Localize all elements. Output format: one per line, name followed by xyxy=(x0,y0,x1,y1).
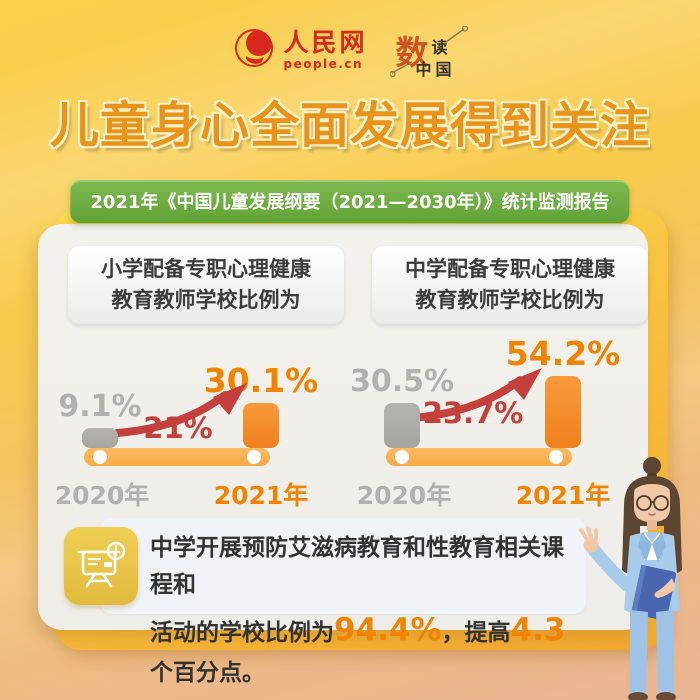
value-label-2020: 30.5% xyxy=(349,364,455,399)
shudu-small-text: 读 xyxy=(431,38,448,57)
category-label-2020: 2020年 xyxy=(54,481,150,510)
value-label-2021: 54.2% xyxy=(505,334,621,373)
track-dot xyxy=(549,450,563,464)
bar-2020 xyxy=(82,428,118,448)
chart-header-line: 中学配备专职心理健康 xyxy=(405,256,615,281)
people-logo-en-text: people.cn xyxy=(283,57,364,71)
main-card: 小学配备专职心理健康 教育教师学校比例为 中学配备专职心理健康 教育教师学校比例… xyxy=(38,224,650,686)
change-label: 23.7% xyxy=(422,396,524,430)
bar-2021 xyxy=(545,376,581,448)
page-title: 儿童身心全面发展得到关注 xyxy=(49,97,650,154)
note-line1: 中学开展预防艾滋病教育和性教育相关课程和 xyxy=(150,535,564,599)
change-label: 21% xyxy=(143,411,213,445)
note-text: 中学开展预防艾滋病教育和性教育相关课程和 活动的学校比例为94.4%，提高4.3… xyxy=(150,530,580,692)
chart-header-line: 教育教师学校比例为 xyxy=(415,288,605,312)
track-dot xyxy=(247,450,261,464)
axis-track xyxy=(84,448,270,466)
waving-hand xyxy=(579,526,599,553)
category-label-2020: 2020年 xyxy=(356,481,452,510)
chart-header-middle-school: 中学配备专职心理健康 教育教师学校比例为 xyxy=(372,246,648,324)
category-label-2021: 2021年 xyxy=(515,481,611,510)
shudu-bottom-text: 中国 xyxy=(415,60,456,79)
note-box xyxy=(100,518,586,614)
chart-header-line: 小学配备专职心理健康 xyxy=(101,256,311,281)
track-dot xyxy=(93,450,107,464)
chart-header-line: 教育教师学校比例为 xyxy=(111,288,301,312)
note-line2-mid: ，提高 xyxy=(441,619,511,646)
bar-2021 xyxy=(243,403,279,448)
presenter-illustration xyxy=(576,450,700,700)
trend-line-decoration-icon xyxy=(389,26,468,78)
track-dot xyxy=(395,450,409,464)
note-highlight-value: 4.3 xyxy=(510,611,566,648)
people-swirl-icon xyxy=(232,26,276,74)
shudu-zhongguo-logo: 数 读 中国 xyxy=(389,26,468,79)
trend-arrow-icon xyxy=(113,383,247,437)
people-cn-logo: 人民网 people.cn xyxy=(232,26,367,74)
bar-2020 xyxy=(384,403,420,448)
value-label-2021: 30.1% xyxy=(203,361,319,400)
value-label-2020: 9.1% xyxy=(58,389,142,424)
people-logo-cn-text: 人民网 xyxy=(283,28,368,57)
note-line2-prefix: 活动的学校比例为 xyxy=(150,619,334,646)
category-label-2021: 2021年 xyxy=(213,481,309,510)
note-highlight-value: 94.4% xyxy=(334,611,442,648)
header-logos: 人民网 people.cn 数 读 中国 xyxy=(0,26,700,79)
chart-primary-school: 9.1% 30.1% 21% 2020年 2021年 xyxy=(54,344,348,519)
note-line2-suffix: 个百分点。 xyxy=(150,659,265,686)
presentation-board-info-icon xyxy=(64,527,138,605)
subtitle-banner: 2021年《中国儿童发展纲要（2021—2030年）》统计监测报告 xyxy=(70,180,630,223)
axis-track xyxy=(386,448,572,466)
chart-header-primary-school: 小学配备专职心理健康 教育教师学校比例为 xyxy=(68,246,344,324)
trend-arrow-icon xyxy=(408,368,542,422)
shudu-big-text: 数 xyxy=(395,33,429,72)
chart-middle-school: 30.5% 54.2% 23.7% 2020年 2021年 xyxy=(350,337,650,519)
